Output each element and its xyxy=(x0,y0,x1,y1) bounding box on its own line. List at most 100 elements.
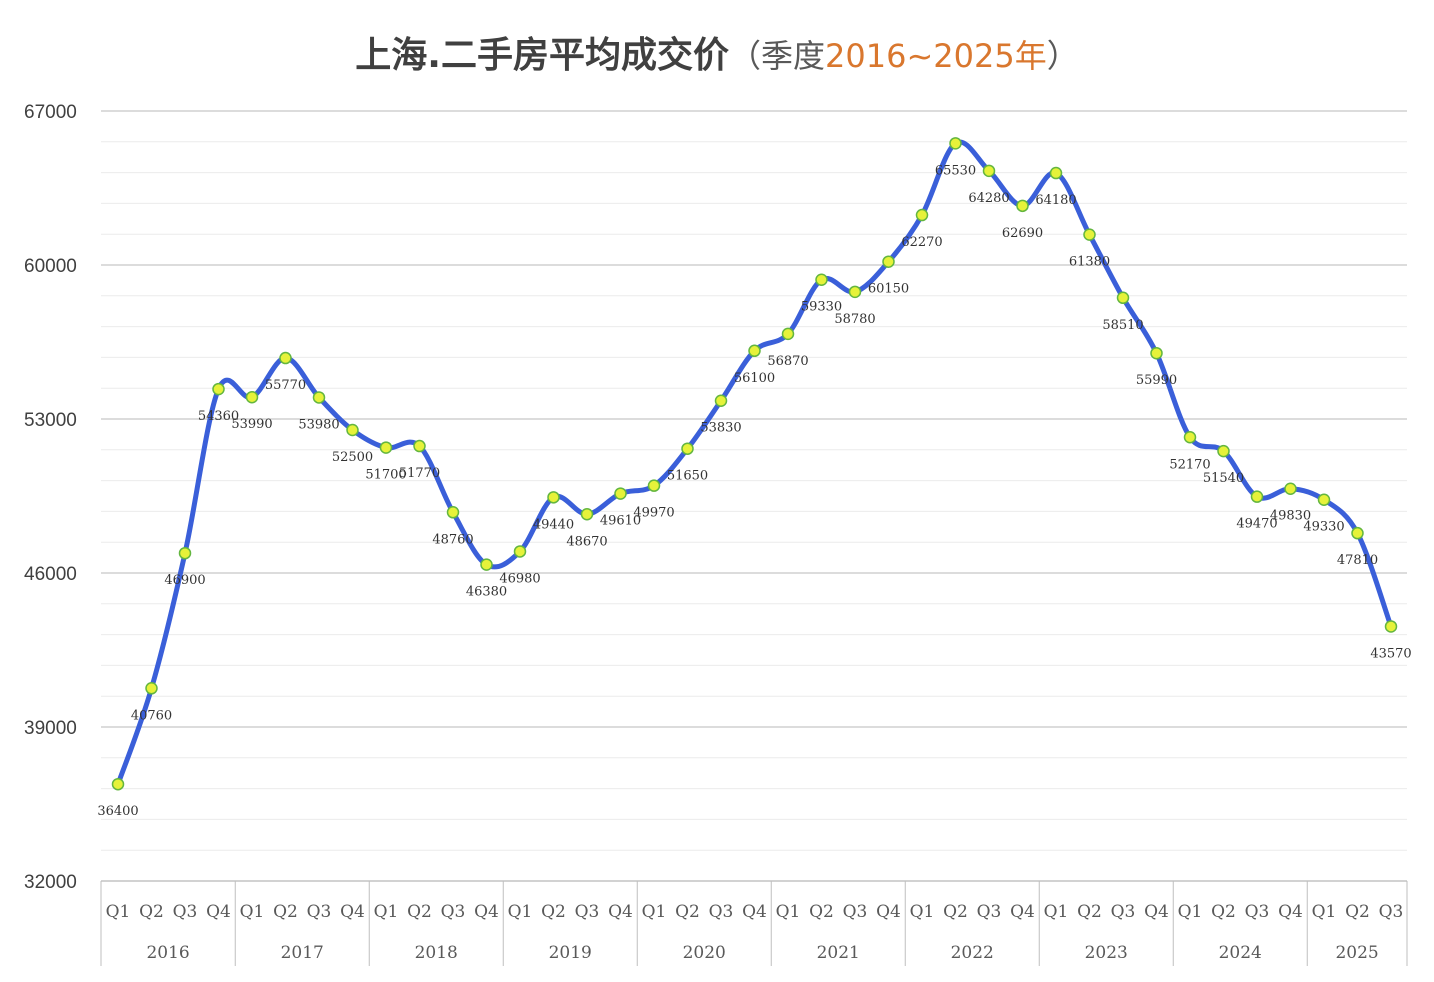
quarter-tick-label: Q3 xyxy=(977,902,1002,922)
quarter-tick-label: Q4 xyxy=(1010,902,1035,922)
data-label: 49440 xyxy=(533,517,574,532)
quarter-tick-label: Q1 xyxy=(106,902,131,922)
data-point xyxy=(245,390,259,404)
year-tick-label: 2018 xyxy=(415,943,458,963)
quarter-tick-label: Q2 xyxy=(1077,902,1102,922)
quarter-tick-label: Q4 xyxy=(206,902,231,922)
quarter-tick-label: Q1 xyxy=(508,902,533,922)
quarter-tick-label: Q2 xyxy=(1345,902,1370,922)
quarter-tick-label: Q3 xyxy=(1111,902,1136,922)
y-tick-label: 67000 xyxy=(24,102,77,123)
data-label: 46900 xyxy=(164,573,205,588)
data-label: 48760 xyxy=(432,532,473,547)
data-point xyxy=(547,491,560,504)
data-point xyxy=(1183,431,1197,444)
data-label: 49330 xyxy=(1303,520,1344,535)
data-label: 62270 xyxy=(901,235,942,250)
data-label: 48670 xyxy=(566,534,607,549)
data-point xyxy=(1016,199,1029,213)
chart-title-paren-close: ） xyxy=(1046,37,1079,75)
data-point xyxy=(145,682,158,695)
data-point xyxy=(111,777,125,791)
year-tick-label: 2025 xyxy=(1335,943,1378,963)
quarter-tick-label: Q2 xyxy=(1211,902,1236,922)
data-label: 56870 xyxy=(767,354,808,369)
quarter-tick-label: Q4 xyxy=(340,902,365,922)
data-point xyxy=(815,273,828,286)
year-tick-label: 2022 xyxy=(951,943,994,963)
data-label: 36400 xyxy=(97,804,138,819)
data-label: 49610 xyxy=(600,514,641,529)
quarter-tick-label: Q3 xyxy=(843,902,868,922)
data-label: 55990 xyxy=(1136,373,1177,388)
data-label: 56100 xyxy=(734,371,775,386)
data-label: 58510 xyxy=(1102,318,1143,333)
data-label: 64280 xyxy=(968,191,1009,206)
data-label: 51650 xyxy=(667,469,708,484)
data-point xyxy=(949,137,962,150)
quarter-tick-label: Q3 xyxy=(575,902,600,922)
data-point xyxy=(446,506,460,519)
data-label: 54360 xyxy=(198,409,239,424)
year-tick-label: 2017 xyxy=(281,943,324,963)
data-label: 62690 xyxy=(1002,226,1043,241)
data-point xyxy=(1317,493,1331,506)
data-point xyxy=(1250,490,1264,503)
quarter-tick-label: Q2 xyxy=(273,902,298,922)
data-point xyxy=(312,391,326,404)
data-label: 52500 xyxy=(332,450,373,465)
chart-title-main: 上海.二手房平均成交价 xyxy=(355,35,729,76)
data-point xyxy=(647,479,661,492)
data-point xyxy=(748,344,761,358)
data-label: 46980 xyxy=(499,571,540,586)
data-point xyxy=(212,382,225,396)
chart-title-prefix: 季度 xyxy=(760,37,825,75)
data-point xyxy=(279,351,292,365)
data-point xyxy=(1116,291,1130,305)
data-point xyxy=(413,439,426,453)
data-label: 52170 xyxy=(1169,457,1210,472)
chart-title: 上海.二手房平均成交价（季度2016~2025年） xyxy=(0,26,1434,78)
quarter-tick-label: Q1 xyxy=(1044,902,1069,922)
data-point xyxy=(1384,620,1398,633)
quarter-tick-label: Q3 xyxy=(441,902,466,922)
y-tick-label: 39000 xyxy=(24,718,77,739)
data-label: 64180 xyxy=(1035,193,1076,208)
y-tick-label: 46000 xyxy=(24,564,77,585)
quarter-tick-label: Q3 xyxy=(709,902,734,922)
quarter-tick-label: Q4 xyxy=(1144,902,1169,922)
data-point xyxy=(580,508,594,521)
data-label: 53990 xyxy=(231,417,272,432)
quarter-tick-label: Q2 xyxy=(675,902,700,922)
quarter-tick-label: Q3 xyxy=(307,902,332,922)
data-label: 47810 xyxy=(1337,553,1378,568)
data-point xyxy=(848,285,862,299)
year-tick-label: 2019 xyxy=(549,943,592,963)
data-point xyxy=(1150,346,1163,360)
data-point xyxy=(480,558,493,571)
data-point xyxy=(915,208,929,222)
year-tick-label: 2021 xyxy=(817,943,860,963)
quarter-tick-label: Q3 xyxy=(1379,902,1404,922)
data-label: 65530 xyxy=(935,163,976,178)
data-label: 40760 xyxy=(131,708,172,723)
data-point xyxy=(1284,482,1297,495)
quarter-tick-label: Q4 xyxy=(608,902,633,922)
data-label: 53980 xyxy=(298,417,339,432)
data-label: 61380 xyxy=(1069,255,1110,270)
data-label: 49470 xyxy=(1236,517,1277,532)
quarter-tick-label: Q2 xyxy=(407,902,432,922)
data-label: 53830 xyxy=(700,421,741,436)
data-label: 46380 xyxy=(466,585,507,600)
data-label: 51770 xyxy=(399,466,440,481)
quarter-tick-label: Q3 xyxy=(173,902,198,922)
data-label: 59330 xyxy=(801,300,842,315)
chart-title-paren-open: （ xyxy=(728,37,761,75)
data-point xyxy=(882,255,895,268)
quarter-tick-label: Q3 xyxy=(1245,902,1270,922)
quarter-tick-label: Q2 xyxy=(541,902,566,922)
series-line-path xyxy=(115,139,1394,787)
data-point xyxy=(379,441,393,454)
quarter-tick-label: Q1 xyxy=(374,902,399,922)
quarter-tick-label: Q1 xyxy=(240,902,265,922)
